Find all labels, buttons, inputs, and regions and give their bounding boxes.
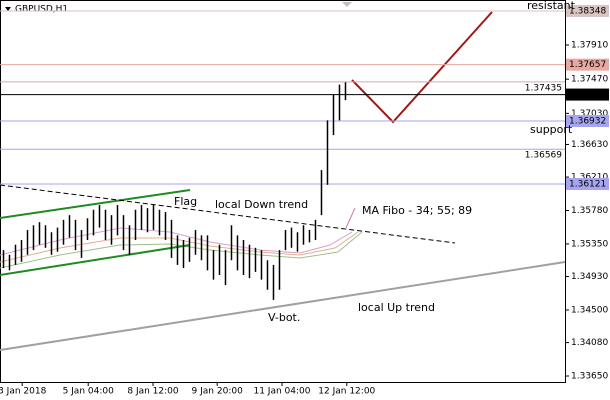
plot-frame (0, 0, 566, 383)
level-label: 1.36121 (569, 180, 606, 190)
ma-34 (0, 227, 353, 256)
level-label: 1.36932 (569, 116, 606, 126)
up-trend (0, 261, 566, 351)
x-tick-label: 12 Jan 12:00 (318, 387, 375, 397)
shift-marker (342, 2, 352, 7)
annotation: support (530, 123, 573, 136)
x-tick-label: 11 Jan 04:00 (253, 387, 310, 397)
flag-upper (0, 189, 191, 219)
ma-55 (0, 231, 359, 263)
level-label: 1.36569 (525, 151, 562, 161)
y-tick-label: 1.37470 (571, 75, 608, 85)
forecast (351, 11, 493, 124)
x-tick-label: 3 Jan 2018 (0, 387, 47, 397)
annotation: Flag (174, 195, 197, 208)
y-tick-label: 1.36630 (571, 140, 608, 150)
y-tick-label: 1.37030 (571, 109, 608, 119)
annotation: local Down trend (215, 198, 308, 211)
y-tick-label: 1.33650 (571, 372, 608, 382)
y-tick-label: 1.37910 (571, 40, 608, 50)
level-label: 1.38348 (569, 6, 606, 16)
annotation: MA Fibo - 34; 55; 89 (362, 204, 472, 217)
level-label: 1.37435 (525, 83, 562, 93)
level-box (566, 88, 609, 101)
ma-pointer (344, 207, 356, 231)
annotation: V-bot. (268, 311, 300, 324)
chart-title: GBPUSD,H1 (15, 5, 68, 15)
y-tick-label: 1.34080 (571, 338, 608, 348)
level-label: 1.37657 (569, 60, 606, 70)
ma-89 (0, 231, 363, 269)
level-box (566, 114, 609, 127)
x-tick-label: 9 Jan 20:00 (192, 387, 244, 397)
level-box (566, 58, 609, 71)
flag-lower (0, 244, 191, 276)
level-label: 1.37272 (569, 90, 606, 100)
y-tick-label: 1.35350 (571, 239, 608, 249)
y-tick-label: 1.36210 (571, 173, 608, 183)
down-trend (0, 184, 456, 244)
y-tick-label: 1.34500 (571, 305, 608, 315)
level-box (566, 4, 609, 17)
y-tick-label: 1.35780 (571, 206, 608, 216)
title-arrow (5, 7, 11, 11)
x-tick-label: 8 Jan 12:00 (127, 387, 179, 397)
level-box (566, 178, 609, 191)
annotation: resistant (527, 0, 576, 12)
y-tick-label: 1.34930 (571, 272, 608, 282)
annotation: local Up trend (358, 301, 435, 314)
x-tick-label: 5 Jan 04:00 (63, 387, 115, 397)
